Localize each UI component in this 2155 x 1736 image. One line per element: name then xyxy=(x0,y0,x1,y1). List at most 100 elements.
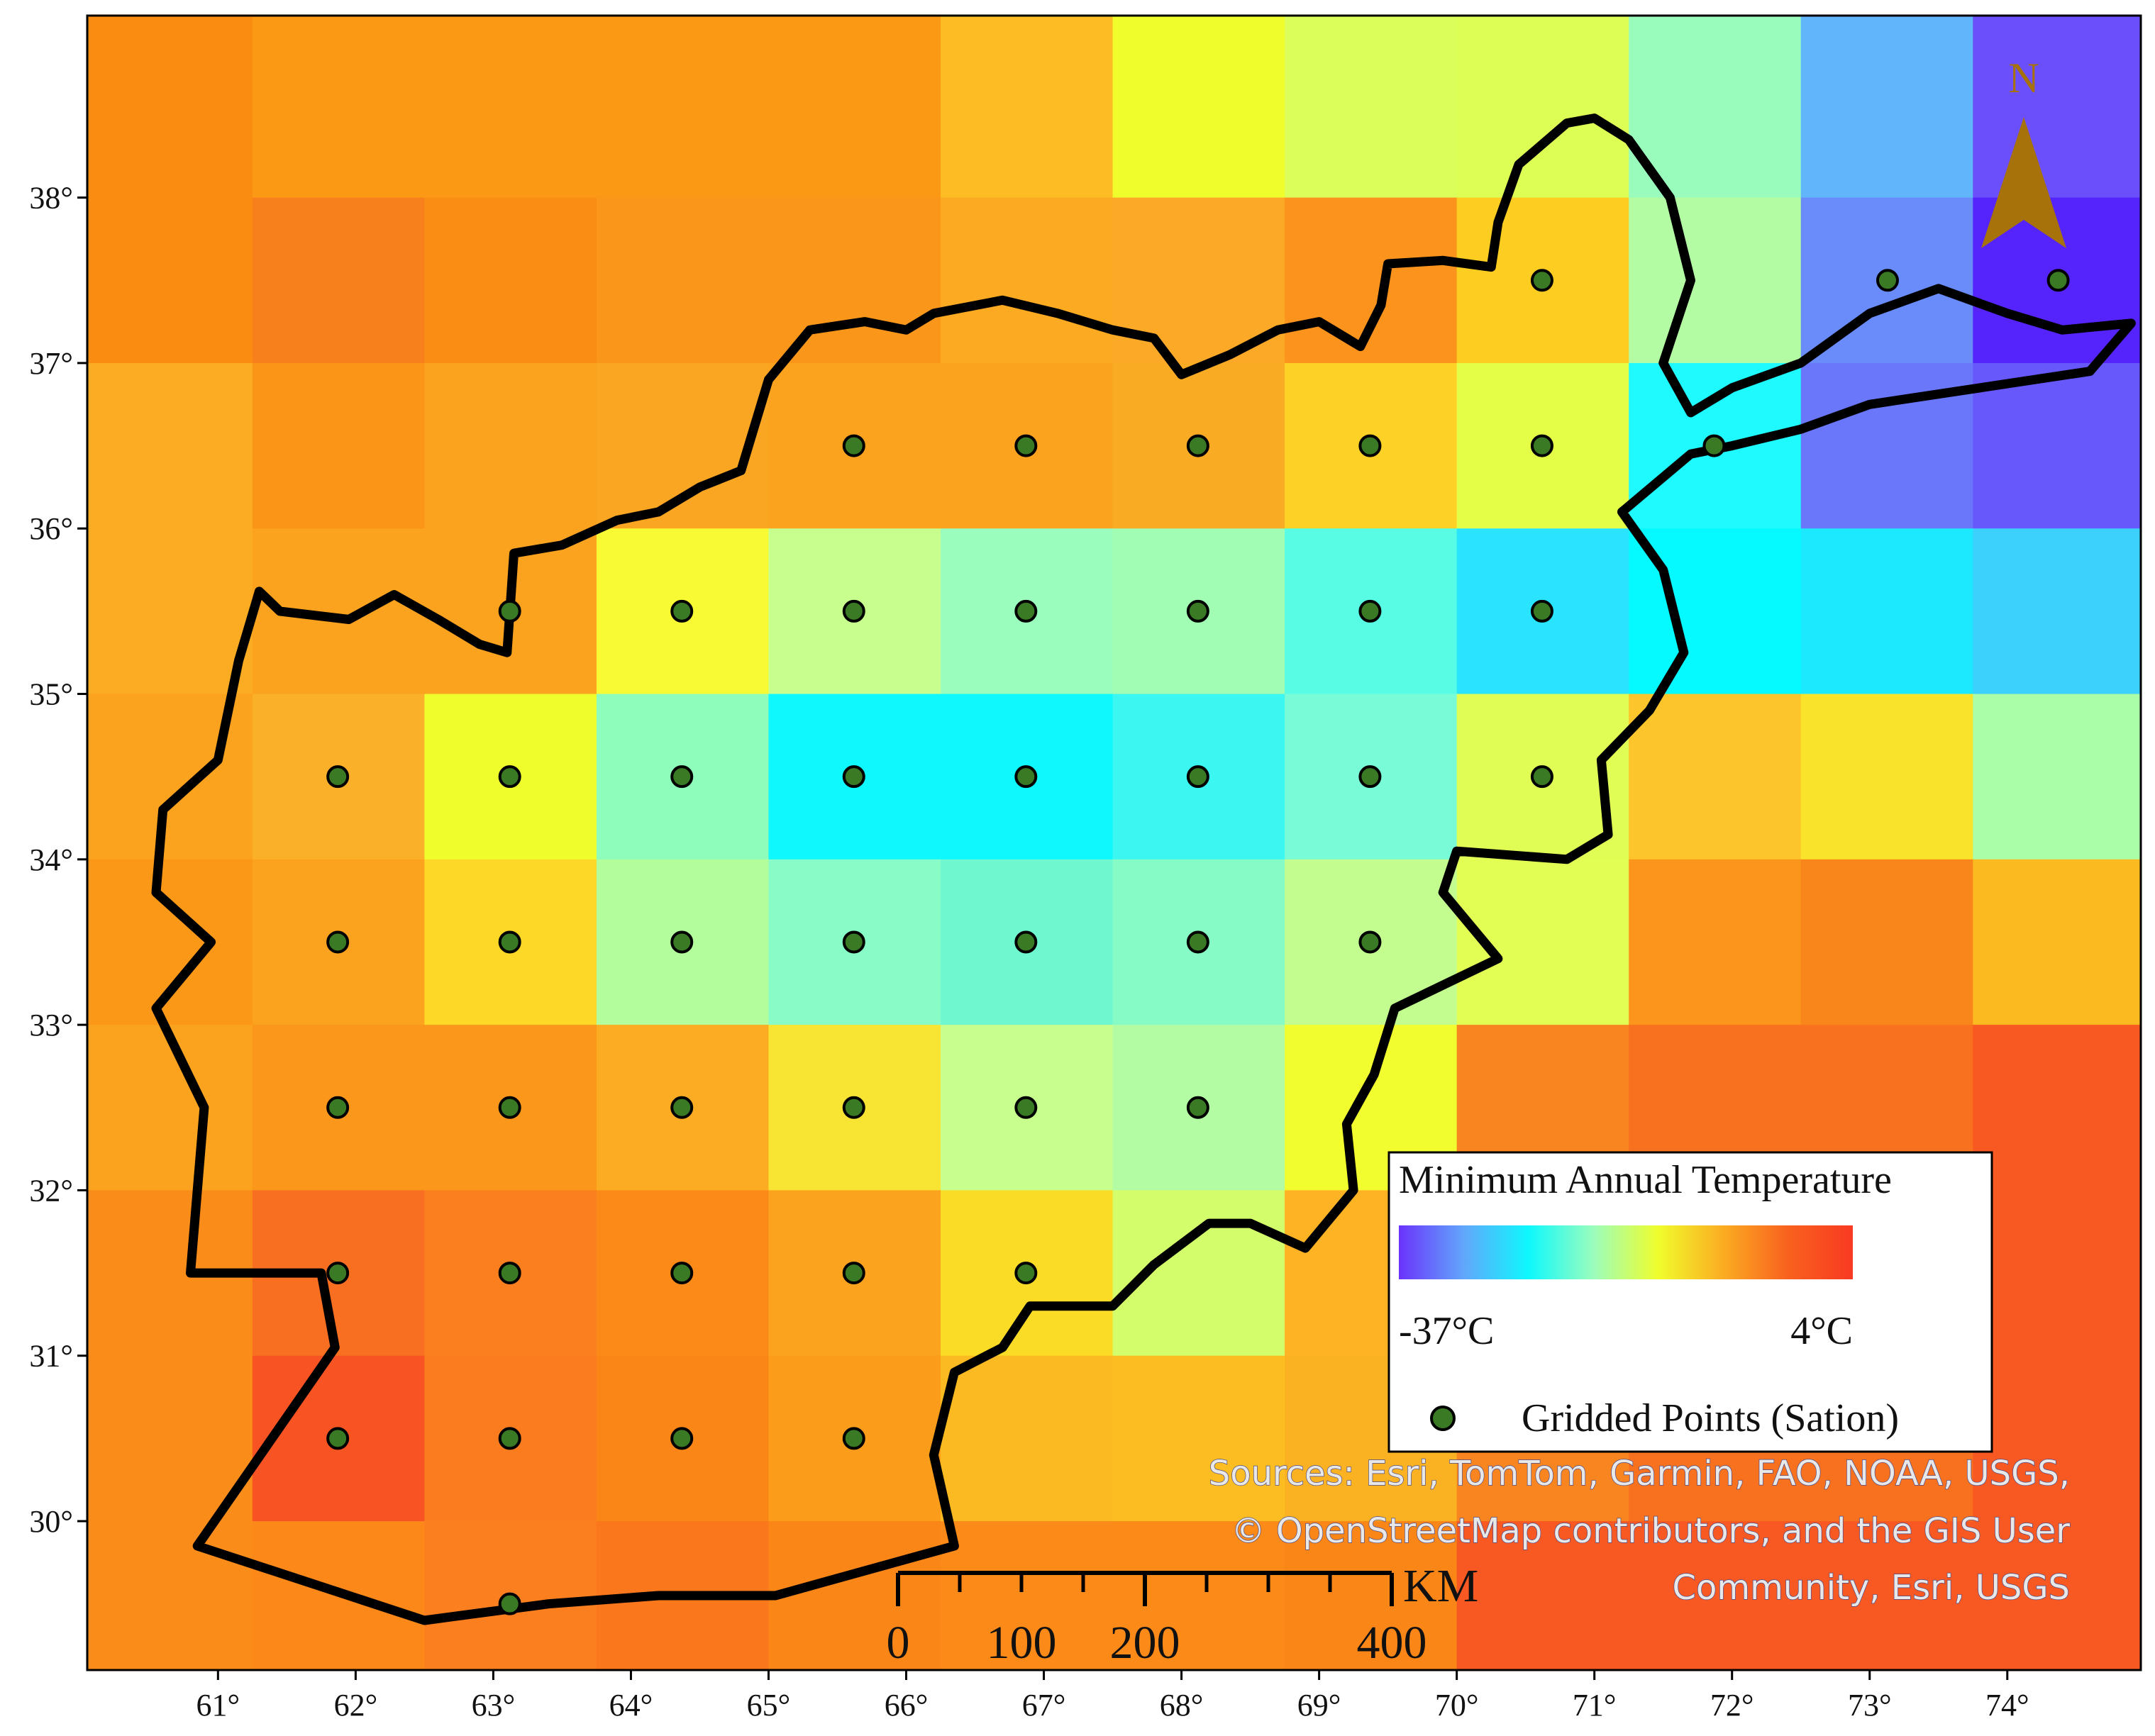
x-tick-label: 73° xyxy=(1848,1688,1892,1723)
scale-bar-label-0: 0 xyxy=(887,1617,910,1669)
x-tick-label: 72° xyxy=(1710,1688,1754,1723)
legend-title: Minimum Annual Temperature xyxy=(1399,1158,1892,1202)
grid-cell xyxy=(1800,16,1973,199)
map-frame xyxy=(86,14,2142,1671)
station-point xyxy=(842,434,865,457)
y-tick-label: 30° xyxy=(29,1504,73,1539)
station-point xyxy=(842,765,865,789)
scale-bar-unit: KM xyxy=(1403,1560,1478,1612)
grid-cell xyxy=(1973,1025,2141,1191)
station-point xyxy=(842,930,865,954)
x-tick-label: 65° xyxy=(747,1688,791,1723)
grid-cell xyxy=(424,16,597,199)
grid-cell xyxy=(941,1355,1114,1522)
grid-cell xyxy=(424,362,597,529)
station-point xyxy=(498,765,521,789)
station-point xyxy=(1530,434,1553,457)
grid-cell xyxy=(1285,1521,1458,1670)
legend-color-ramp xyxy=(1399,1225,1853,1279)
grid-cell xyxy=(1800,859,1973,1025)
grid-cell xyxy=(1800,528,1973,695)
grid-cell xyxy=(87,1521,253,1670)
station-point xyxy=(842,599,865,623)
station-point xyxy=(498,1427,521,1450)
grid-cell xyxy=(768,1521,941,1670)
legend-box xyxy=(1387,1151,1993,1453)
station-point xyxy=(1702,434,1726,457)
station-point xyxy=(498,930,521,954)
station-point xyxy=(1186,765,1209,789)
grid-cell xyxy=(1973,362,2141,529)
grid-cell xyxy=(87,528,253,695)
station-point xyxy=(498,1592,521,1615)
station-point xyxy=(1014,930,1038,954)
grid-cell xyxy=(252,197,425,364)
y-tick-label: 36° xyxy=(29,511,73,546)
x-tick-label: 61° xyxy=(196,1688,240,1723)
station-point xyxy=(1186,434,1209,457)
station-point xyxy=(1358,765,1382,789)
grid-cell xyxy=(1629,694,1802,860)
grid-cell xyxy=(1629,197,1802,364)
grid-cell xyxy=(87,1025,253,1191)
grid-cell xyxy=(596,362,770,529)
north-arrow-label: N xyxy=(2008,55,2039,101)
station-point xyxy=(498,1096,521,1119)
station-point xyxy=(842,1427,865,1450)
legend-station-marker xyxy=(1430,1406,1456,1431)
grid-cell xyxy=(1285,16,1458,199)
gridded-stations xyxy=(326,269,2070,1615)
station-point xyxy=(2046,269,2070,292)
grid-cell xyxy=(1973,1190,2141,1357)
station-point xyxy=(1186,930,1209,954)
grid-cell xyxy=(1800,694,1973,860)
legend-min-label: -37°C xyxy=(1399,1309,1494,1353)
grid-cell xyxy=(941,1521,1114,1670)
north-arrow: N xyxy=(1981,55,2066,248)
station-point xyxy=(670,599,694,623)
grid-cell xyxy=(1973,694,2141,860)
attribution-line-1: Sources: Esri, TomTom, Garmin, FAO, NOAA… xyxy=(1209,1454,2070,1493)
x-tick-label: 71° xyxy=(1573,1688,1617,1723)
x-tick-label: 63° xyxy=(472,1688,516,1723)
y-tick-label: 34° xyxy=(29,842,73,877)
grid-cell xyxy=(1629,859,1802,1025)
x-tick-label: 62° xyxy=(334,1688,378,1723)
attribution-line-2: © OpenStreetMap contributors, and the GI… xyxy=(1231,1511,2071,1551)
legend-points-label: Gridded Points (Sation) xyxy=(1522,1396,1899,1440)
north-arrow-icon xyxy=(1981,117,2066,248)
grid-cell xyxy=(941,197,1114,364)
grid-cell xyxy=(1285,197,1458,364)
station-point xyxy=(1014,1096,1038,1119)
grid-cell xyxy=(1112,1521,1285,1670)
attribution-line-3: Community, Esri, USGS xyxy=(1672,1568,2070,1608)
grid-cell xyxy=(941,16,1114,199)
x-tick-label: 67° xyxy=(1022,1688,1066,1723)
scale-bar-label-100: 100 xyxy=(987,1617,1057,1669)
grid-cell xyxy=(1973,859,2141,1025)
grid-cell xyxy=(424,197,597,364)
station-point xyxy=(1530,765,1553,789)
station-point xyxy=(842,1096,865,1119)
x-tick-label: 69° xyxy=(1297,1688,1341,1723)
station-point xyxy=(498,1262,521,1285)
station-point xyxy=(670,930,694,954)
grid-cell xyxy=(1112,1355,1285,1522)
station-point xyxy=(670,765,694,789)
y-tick-label: 35° xyxy=(29,677,73,712)
station-point xyxy=(670,1427,694,1450)
x-tick-label: 74° xyxy=(1985,1688,2029,1723)
station-point xyxy=(326,765,350,789)
station-point xyxy=(498,599,521,623)
grid-cell xyxy=(1973,528,2141,695)
station-point xyxy=(1014,434,1038,457)
station-point xyxy=(1014,599,1038,623)
station-point xyxy=(1530,269,1553,292)
station-point xyxy=(1186,599,1209,623)
grid-cell xyxy=(87,16,253,199)
y-tick-label: 38° xyxy=(29,181,73,216)
y-tick-label: 32° xyxy=(29,1173,73,1208)
legend-max-label: 4°C xyxy=(1790,1309,1853,1353)
grid-cell xyxy=(252,16,425,199)
